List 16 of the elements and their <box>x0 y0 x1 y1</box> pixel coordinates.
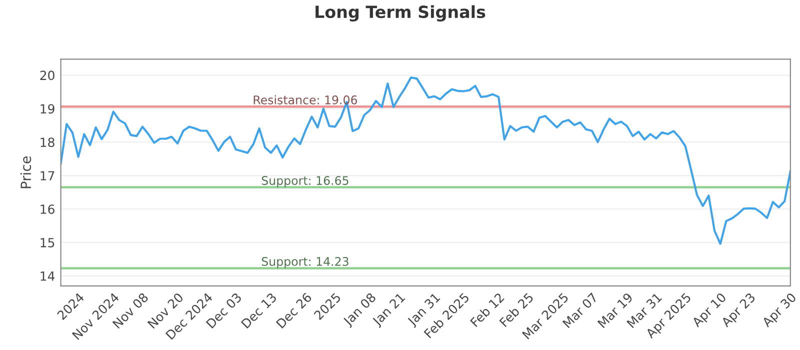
y-tick-label: 19 <box>40 104 54 114</box>
line-series <box>60 76 790 245</box>
ref-line-label: Support: 16.65 <box>262 176 348 188</box>
y-tick-label: 15 <box>40 238 54 248</box>
ref-line-label: Support: 14.23 <box>262 257 348 268</box>
x-tick-label: Dec 26 <box>276 292 312 329</box>
chart-title: Long Term Signals <box>316 5 486 22</box>
y-tick-label: 17 <box>40 171 54 180</box>
y-tick-label: 14 <box>40 272 55 281</box>
ref-line-label: Resistance: 19.06 <box>254 95 358 104</box>
y-tick-label: 20 <box>40 70 54 80</box>
x-tick-label: Dec 13 <box>240 292 278 329</box>
y-tick-label: 18 <box>40 138 54 148</box>
y-axis-title: Price <box>20 156 32 188</box>
y-tick-label: 16 <box>40 204 54 214</box>
x-tick-label: Apr 30 <box>761 292 798 330</box>
